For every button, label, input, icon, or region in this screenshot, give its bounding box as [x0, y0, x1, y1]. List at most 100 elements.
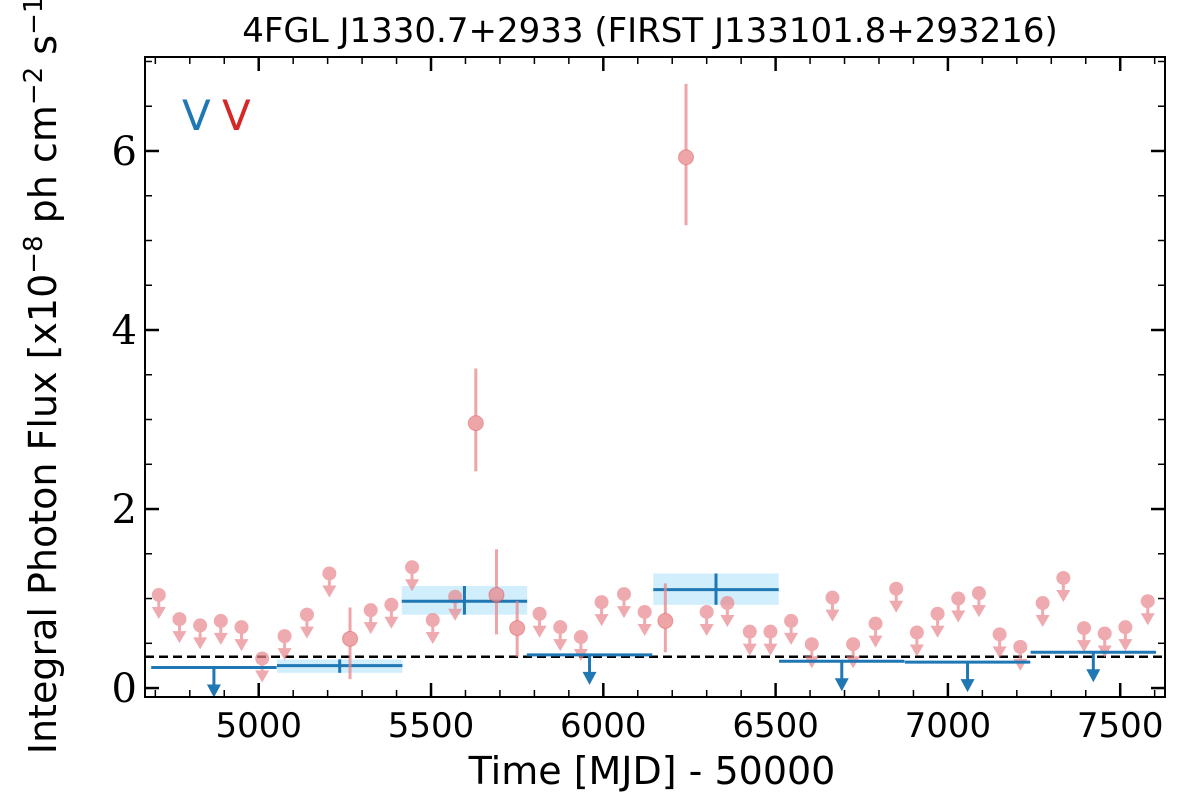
short-bin-upper-limit-18 — [616, 587, 631, 619]
long-ul-arrow — [582, 671, 597, 685]
long-ul-arrow — [960, 679, 975, 693]
short-bin-detection-4 — [657, 583, 674, 653]
short-bin-upper-limit-36 — [1035, 596, 1050, 628]
short-bin-upper-limit-19 — [637, 604, 652, 636]
short-bin-upper-limit-2 — [193, 618, 208, 650]
short-bin-upper-limit-10 — [384, 597, 399, 629]
y-label-units-a: ph cm — [21, 105, 65, 235]
short-bin-upper-limit-31 — [930, 606, 945, 638]
short-bin-upper-limit-23 — [763, 624, 778, 656]
short-bin-upper-limit-9 — [363, 603, 378, 635]
y-label-exp: −8 — [19, 235, 49, 273]
short-bin-upper-limit-1 — [172, 612, 187, 644]
y-label-units-b: s — [21, 35, 65, 67]
short-ul-marker — [992, 627, 1007, 642]
short-ul-arrow — [448, 608, 463, 621]
short-ul-marker — [846, 637, 861, 652]
short-bin-upper-limit-6 — [277, 629, 292, 661]
chart-title: 4FGL J1330.7+2933 (FIRST J133101.8+29321… — [242, 11, 1058, 51]
x-tick-label-6500: 6500 — [732, 706, 819, 746]
short-bin-upper-limit-32 — [951, 591, 966, 623]
long-ul-arrow — [1086, 669, 1101, 683]
short-bin-upper-limit-17 — [594, 595, 609, 627]
short-ul-arrow — [971, 605, 986, 618]
short-ul-arrow — [616, 606, 631, 619]
short-ul-arrow — [930, 625, 945, 638]
short-ul-arrow — [825, 609, 840, 622]
short-bin-upper-limit-8 — [322, 566, 337, 598]
short-bin-upper-limit-35 — [1013, 639, 1028, 671]
short-bin-upper-limit-41 — [1140, 594, 1155, 626]
short-ul-arrow — [384, 616, 399, 629]
short-bin-upper-limit-3 — [213, 613, 228, 645]
long-bin-upper-limit-3 — [904, 660, 1031, 693]
short-ul-arrow — [784, 632, 799, 645]
x-tick-label-6000: 6000 — [560, 706, 647, 746]
short-ul-marker — [277, 629, 292, 644]
short-bin-detection-0 — [342, 607, 359, 680]
short-bin-upper-limit-38 — [1077, 621, 1092, 653]
short-bin-upper-limit-0 — [151, 587, 166, 619]
short-bin-upper-limit-26 — [825, 590, 840, 622]
short-ul-arrow — [193, 637, 208, 650]
short-ul-marker — [405, 560, 420, 575]
short-ul-marker — [1013, 639, 1028, 654]
short-bin-upper-limit-34 — [992, 627, 1007, 659]
short-ul-marker — [889, 581, 904, 596]
long-bin-upper-limit-4 — [1030, 650, 1157, 683]
x-tick-label-7000: 7000 — [905, 706, 992, 746]
short-ul-arrow — [363, 622, 378, 635]
short-bin-upper-limit-28 — [868, 616, 883, 648]
short-ul-marker — [742, 624, 757, 639]
short-ul-marker — [172, 612, 187, 627]
x-tick-label-7500: 7500 — [1077, 706, 1164, 746]
y-tick-label-0: 0 — [112, 666, 137, 712]
short-bin-detection-1 — [467, 368, 484, 472]
long-bin-detection-1 — [401, 586, 528, 615]
short-ul-arrow — [742, 643, 757, 656]
short-ul-marker — [384, 597, 399, 612]
short-ul-arrow — [277, 648, 292, 661]
short-ul-marker — [213, 613, 228, 628]
short-bin-detection-3 — [509, 601, 526, 657]
short-ul-marker — [699, 604, 714, 619]
short-bin-upper-limit-21 — [720, 596, 735, 628]
short-det-marker — [657, 612, 674, 629]
short-bin-upper-limit-37 — [1056, 570, 1071, 602]
short-ul-marker — [616, 587, 631, 602]
short-ul-arrow — [763, 643, 778, 656]
short-ul-marker — [193, 618, 208, 633]
x-tick-label-5000: 5000 — [215, 706, 302, 746]
short-ul-marker — [553, 620, 568, 635]
short-ul-arrow — [720, 615, 735, 628]
short-bin-upper-limit-27 — [846, 637, 861, 669]
short-ul-marker — [825, 590, 840, 605]
short-bin-upper-limit-20 — [699, 604, 714, 636]
short-ul-marker — [909, 625, 924, 640]
short-ul-marker — [720, 596, 735, 611]
long-bin-upper-limit-2 — [779, 659, 905, 692]
short-bin-upper-limit-22 — [742, 624, 757, 656]
short-ul-arrow — [553, 639, 568, 652]
y-tick-label-4: 4 — [112, 308, 137, 354]
short-ul-marker — [637, 604, 652, 619]
short-bin-upper-limit-39 — [1097, 626, 1112, 658]
short-det-marker — [509, 620, 526, 637]
short-ul-marker — [930, 606, 945, 621]
short-ul-arrow — [1035, 615, 1050, 628]
short-ul-arrow — [868, 635, 883, 648]
short-bin-upper-limit-4 — [234, 620, 249, 652]
legend-entry-0: V — [182, 91, 211, 140]
short-ul-marker — [784, 613, 799, 628]
long-ul-arrow — [834, 678, 849, 692]
short-ul-marker — [1035, 596, 1050, 611]
short-ul-marker — [573, 630, 588, 645]
short-ul-arrow — [1118, 639, 1133, 652]
plot-frame — [144, 56, 1166, 698]
long-bin-detection-0 — [276, 659, 403, 673]
short-bin-upper-limit-29 — [889, 581, 904, 613]
y-label-main: Integral Photon Flux [x10 — [21, 274, 65, 755]
short-ul-marker — [425, 613, 440, 628]
short-ul-arrow — [889, 600, 904, 613]
